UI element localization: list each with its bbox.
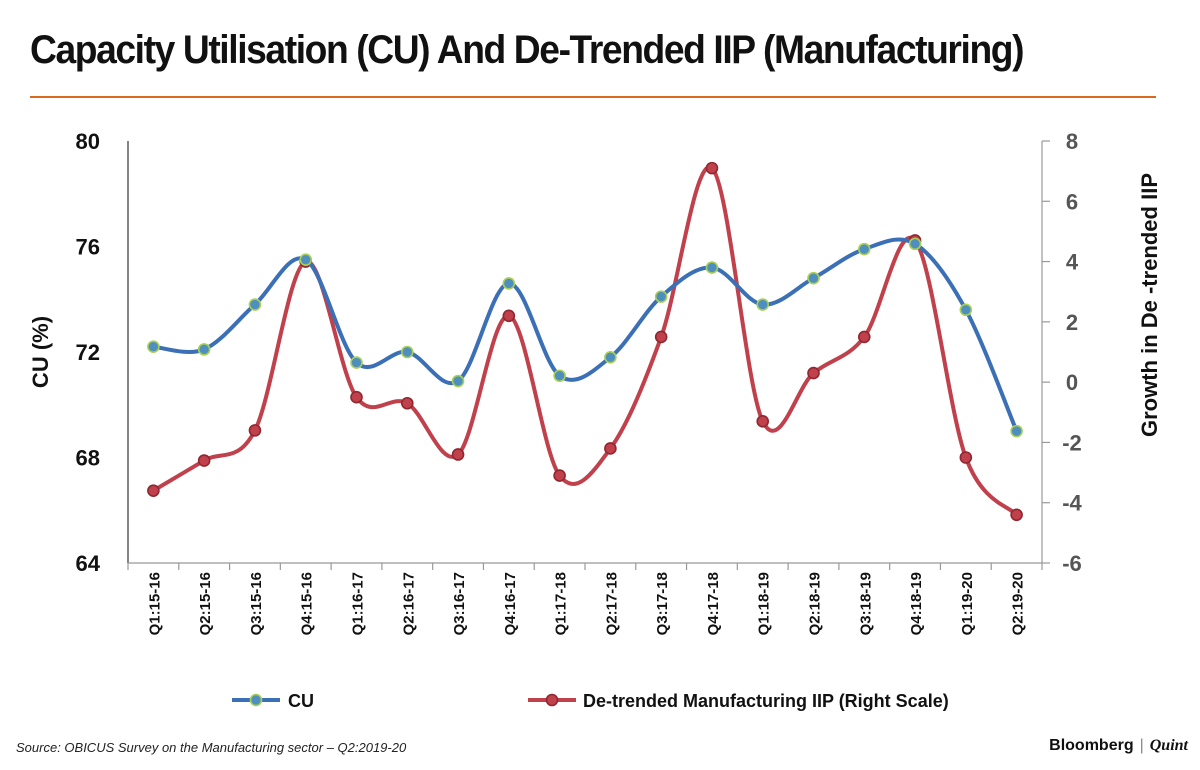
- x-tick-label: Q2:18-19: [807, 572, 824, 635]
- cu-point: [908, 237, 922, 251]
- iip-point: [350, 390, 363, 404]
- x-tick-label: Q3:17-18: [654, 572, 671, 635]
- legend-cu: CU: [232, 691, 314, 711]
- x-tick-label: Q1:17-18: [553, 572, 570, 635]
- left-tick-label: 68: [76, 446, 100, 471]
- iip-point: [553, 469, 566, 482]
- cu-point: [451, 374, 465, 388]
- cu-point: [400, 345, 414, 359]
- brand-logo: Bloomberg | Quint: [1049, 737, 1188, 755]
- cu-point: [756, 298, 770, 311]
- right-axis-title: Growth in De -trended IIP: [1137, 173, 1162, 437]
- x-tick-label: Q4:16-17: [502, 572, 519, 635]
- cu-point: [705, 261, 719, 274]
- iip-point: [248, 424, 262, 437]
- iip-point: [197, 454, 211, 467]
- right-tick-label: -2: [1062, 430, 1082, 455]
- cu-point: [654, 290, 668, 303]
- x-tick-label: Q1:19-20: [959, 572, 976, 635]
- brand-primary: Bloomberg: [1049, 737, 1134, 754]
- left-axis-title: CU (%): [28, 316, 53, 388]
- right-tick-label: 2: [1066, 310, 1078, 335]
- cu-point: [807, 271, 820, 285]
- right-tick-label: -4: [1062, 491, 1082, 516]
- iip-point: [1010, 508, 1023, 522]
- right-tick-label: 0: [1066, 370, 1078, 395]
- cu-point: [248, 298, 262, 311]
- right-tick-label: 6: [1066, 189, 1078, 214]
- x-tick-label: Q2:15-16: [197, 572, 214, 635]
- legend-cu-marker: [249, 693, 263, 707]
- x-tick-label: Q2:16-17: [400, 572, 417, 635]
- chart-title: Capacity Utilisation (CU) And De-Trended…: [30, 28, 1025, 72]
- x-tick-label: Q3:15-16: [248, 572, 265, 635]
- iip-point: [705, 161, 719, 175]
- legend: CU De-trended Manufacturing IIP (Right Sc…: [232, 691, 949, 711]
- cu-point: [604, 350, 617, 364]
- x-tick-label: Q3:18-19: [857, 572, 874, 635]
- right-tick-label: 8: [1066, 129, 1078, 154]
- legend-iip-label: De-trended Manufacturing IIP (Right Scal…: [583, 691, 949, 711]
- iip-point: [502, 309, 516, 323]
- source-note: Source: OBICUS Survey on the Manufacturi…: [16, 740, 407, 755]
- x-tick-label: Q4:15-16: [299, 572, 316, 635]
- cu-point: [959, 303, 973, 317]
- left-tick-label: 80: [76, 129, 100, 154]
- cu-point: [1010, 424, 1023, 438]
- brand-secondary: Quint: [1149, 737, 1188, 754]
- iip-point: [857, 330, 871, 344]
- iip-point: [147, 484, 160, 497]
- left-tick-label: 72: [76, 340, 100, 365]
- x-tick-label: Q1:16-17: [350, 572, 367, 635]
- iip-point: [604, 442, 617, 455]
- cu-series-line: [153, 237, 1019, 432]
- right-tick-label: -6: [1062, 551, 1082, 576]
- cu-point: [350, 356, 363, 369]
- title-divider: [30, 96, 1156, 98]
- iip-series-line: [152, 165, 1019, 517]
- cu-point: [502, 277, 516, 290]
- cu-point: [147, 340, 160, 354]
- x-tick-label: Q4:18-19: [908, 572, 925, 635]
- right-tick-label: 4: [1066, 250, 1079, 275]
- legend-iip-marker: [545, 693, 559, 707]
- x-tick-label: Q4:17-18: [705, 572, 722, 635]
- iip-point: [451, 448, 465, 461]
- x-tick-label: Q3:16-17: [451, 572, 468, 635]
- left-tick-label: 64: [76, 551, 101, 576]
- x-tick-label: Q1:15-16: [146, 572, 163, 635]
- x-tick-label: Q2:19-20: [1010, 572, 1027, 635]
- cu-point: [553, 369, 566, 383]
- iip-point: [400, 396, 414, 410]
- brand-separator: |: [1139, 737, 1144, 754]
- cu-point: [197, 343, 211, 356]
- legend-cu-label: CU: [288, 691, 314, 711]
- iip-point: [959, 451, 973, 464]
- x-tick-label: Q1:18-19: [756, 572, 773, 635]
- x-tick-label: Q2:17-18: [603, 572, 620, 635]
- legend-iip: De-trended Manufacturing IIP (Right Scal…: [528, 691, 949, 711]
- iip-point: [807, 366, 820, 380]
- cu-point: [299, 253, 313, 266]
- iip-point: [654, 330, 668, 344]
- iip-point: [756, 415, 770, 428]
- left-tick-label: 76: [76, 235, 100, 260]
- cu-point: [857, 242, 871, 256]
- series-layer: [147, 161, 1023, 522]
